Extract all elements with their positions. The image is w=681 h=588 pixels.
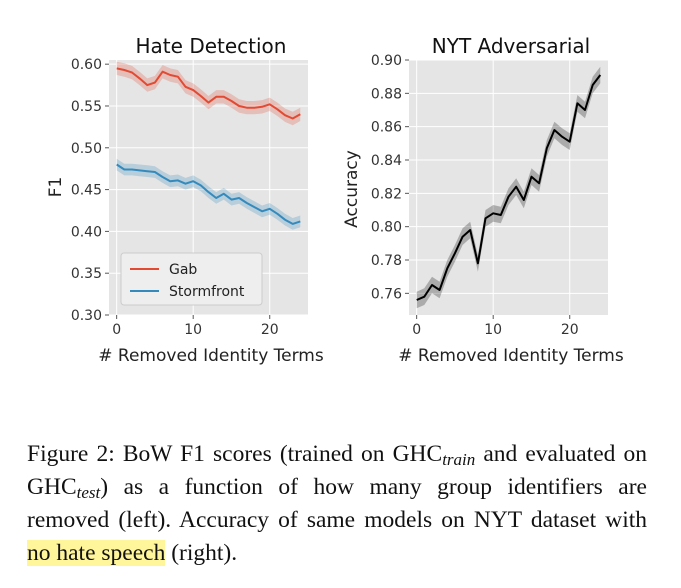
- confidence-band-gab: [116, 61, 301, 126]
- plot-area: [409, 60, 608, 315]
- caption-highlight: no hate speech: [27, 540, 166, 566]
- caption-text-4: (right).: [165, 540, 238, 566]
- y-tick-label: 0.88: [371, 86, 402, 102]
- y-tick-label: 0.90: [371, 53, 402, 69]
- nyt-adversarial-xlabel: # Removed Identity Terms: [398, 346, 624, 366]
- hate-detection-title: Hate Detection: [136, 34, 287, 58]
- x-tick-label: 0: [112, 322, 121, 338]
- y-tick-label: 0.78: [371, 253, 402, 269]
- nyt-adversarial-title: NYT Adversarial: [432, 34, 590, 58]
- y-tick-label: 0.40: [71, 224, 102, 240]
- x-tick-label: 20: [561, 322, 579, 338]
- series-line-accuracy: [416, 74, 602, 301]
- y-tick-label: 0.35: [71, 266, 102, 282]
- x-tick-label: 0: [412, 322, 421, 338]
- x-tick-label: 10: [184, 322, 202, 338]
- y-tick-label: 0.84: [371, 153, 402, 169]
- series-line-stormfront: [116, 163, 301, 225]
- hate-detection-xlabel: # Removed Identity Terms: [98, 346, 324, 366]
- caption-subscript-train: train: [442, 450, 476, 469]
- confidence-band-series: [416, 66, 601, 309]
- series-line-gab: [116, 67, 301, 120]
- legend-label: Gab: [169, 262, 197, 278]
- hate-detection-chart: 0.30 0.35 0.40 0.45 0.50 0.55 0.60 0 10 20 Gab Stor…: [46, 34, 324, 366]
- y-tick-label: 0.55: [71, 99, 102, 115]
- y-tick-label: 0.45: [71, 183, 102, 199]
- hate-detection-ylabel: F1: [46, 177, 66, 198]
- figure-charts: 0.30 0.35 0.40 0.45 0.50 0.55 0.60 0 10 20 Gab Stor…: [46, 34, 624, 366]
- nyt-adversarial-chart: 0.76 0.78 0.80 0.82 0.84 0.86 0.88 0.90 0 10 20 NY…: [342, 34, 624, 366]
- y-tick-label: 0.82: [371, 186, 402, 202]
- caption-subscript-test: test: [76, 483, 101, 502]
- figure-caption: Figure 2: BoW F1 scores (trained on GHCt…: [27, 438, 647, 570]
- x-tick-label: 10: [484, 322, 502, 338]
- y-tick-label: 0.80: [371, 220, 402, 236]
- y-tick-label: 0.86: [371, 120, 402, 136]
- nyt-adversarial-ylabel: Accuracy: [342, 150, 362, 228]
- y-tick-label: 0.50: [71, 141, 102, 157]
- y-tick-label: 0.76: [371, 286, 402, 302]
- x-tick-label: 20: [261, 322, 279, 338]
- y-tick-label: 0.60: [71, 57, 102, 73]
- caption-text-1: Figure 2: BoW F1 scores (trained on GHC: [27, 441, 443, 467]
- caption-text-3: ) as a function of how many group identi…: [27, 474, 647, 533]
- y-tick-label: 0.30: [71, 308, 102, 324]
- caption-text-2: and evaluated on GHC: [27, 441, 647, 500]
- legend-label: Stormfront: [169, 284, 245, 300]
